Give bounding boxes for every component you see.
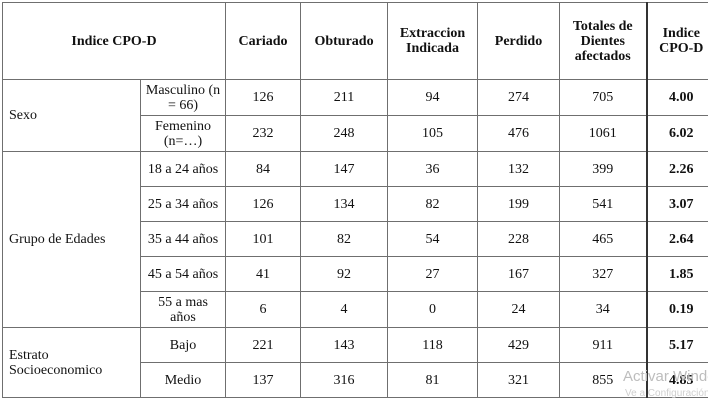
header-extraccion: Extraccion Indicada	[387, 2, 479, 80]
cell-totales: 399	[559, 151, 648, 187]
cell-perdido: 476	[477, 115, 561, 152]
table-row: 35 a 44 años 101 82 54 228 465 2.64	[3, 221, 708, 257]
table-row: Estrato Socioeconomico Bajo 221 143 118 …	[2, 327, 708, 398]
table-row: 55 a mas años 6 4 0 24 34 0.19	[3, 291, 708, 328]
cell-perdido: 321	[477, 362, 561, 398]
cell-perdido: 24	[477, 291, 561, 328]
cell-perdido: 167	[477, 256, 561, 292]
cell-obturado: 211	[300, 79, 389, 116]
row-sub-label: Femenino (n=…)	[139, 115, 227, 152]
row-sub-label: Masculino (n = 66)	[139, 79, 227, 116]
cell-extraccion: 118	[387, 327, 479, 363]
cell-totales: 855	[559, 362, 648, 398]
activation-watermark-subtext: Ve a Configuración	[625, 388, 708, 399]
cell-totales: 465	[559, 221, 648, 257]
row-sub-label: Bajo	[139, 327, 227, 363]
cell-cariado: 41	[225, 256, 302, 292]
cell-obturado: 316	[300, 362, 389, 398]
cell-cariado: 126	[225, 186, 302, 222]
cell-cariado: 221	[225, 327, 302, 363]
cell-cariado: 84	[225, 151, 302, 187]
cell-obturado: 82	[300, 221, 389, 257]
cell-totales: 1061	[559, 115, 648, 152]
cell-extraccion: 54	[387, 221, 479, 257]
cell-indice: 4.00	[645, 79, 708, 116]
cell-indice: 1.85	[645, 256, 708, 292]
cell-extraccion: 0	[387, 291, 479, 328]
cell-indice: 2.64	[645, 221, 708, 257]
cell-extraccion: 36	[387, 151, 479, 187]
row-sub-label: 45 a 54 años	[139, 256, 227, 292]
cell-indice: 6.02	[645, 115, 708, 152]
cell-obturado: 134	[300, 186, 389, 222]
table-row: Grupo de Edades 18 a 24 años 84 147 36 1…	[2, 151, 708, 328]
cell-indice: 3.07	[645, 186, 708, 222]
cell-obturado: 4	[300, 291, 389, 328]
table-row: Femenino (n=…) 232 248 105 476 1061 6.02	[3, 115, 708, 152]
header-indice: Indice CPO-D	[645, 2, 708, 80]
cell-obturado: 143	[300, 327, 389, 363]
cell-cariado: 6	[225, 291, 302, 328]
cell-indice: 2.26	[645, 151, 708, 187]
header-title: Indice CPO-D	[1, 2, 227, 80]
cell-perdido: 199	[477, 186, 561, 222]
cell-totales: 327	[559, 256, 648, 292]
row-sub-label: 35 a 44 años	[139, 221, 227, 257]
row-sub-label: 25 a 34 años	[139, 186, 227, 222]
cell-indice: 5.17	[645, 327, 708, 363]
cell-cariado: 137	[225, 362, 302, 398]
table-row: 45 a 54 años 41 92 27 167 327 1.85	[3, 256, 708, 292]
cell-perdido: 132	[477, 151, 561, 187]
cell-indice: 0.19	[645, 291, 708, 328]
cell-extraccion: 94	[387, 79, 479, 116]
cell-extraccion: 81	[387, 362, 479, 398]
header-row: Indice CPO-D Cariado Obturado Extraccion…	[1, 2, 708, 80]
header-cariado: Cariado	[225, 2, 302, 80]
cell-extraccion: 105	[387, 115, 479, 152]
cell-perdido: 274	[477, 79, 561, 116]
cell-extraccion: 27	[387, 256, 479, 292]
row-sub-label: 55 a mas años	[139, 291, 227, 328]
row-sub-label: 18 a 24 años	[139, 151, 227, 187]
cell-obturado: 147	[300, 151, 389, 187]
cell-totales: 34	[559, 291, 648, 328]
cell-cariado: 101	[225, 221, 302, 257]
cell-perdido: 228	[477, 221, 561, 257]
cell-totales: 911	[559, 327, 648, 363]
group-label-estrato: Estrato Socioeconomico	[2, 327, 141, 398]
cell-obturado: 92	[300, 256, 389, 292]
cell-obturado: 248	[300, 115, 389, 152]
group-label-edades: Grupo de Edades	[2, 151, 141, 328]
cell-cariado: 232	[225, 115, 302, 152]
table-row: 25 a 34 años 126 134 82 199 541 3.07	[3, 186, 708, 222]
cell-perdido: 429	[477, 327, 561, 363]
header-perdido: Perdido	[477, 2, 561, 80]
header-totales: Totales de Dientes afectados	[559, 2, 648, 80]
table-row: Medio 137 316 81 321 855 4.85	[3, 362, 708, 398]
header-obturado: Obturado	[300, 2, 389, 80]
cell-indice: 4.85	[645, 362, 708, 398]
cell-totales: 541	[559, 186, 648, 222]
table-row: Sexo Masculino (n = 66) 126 211 94 274 7…	[2, 79, 708, 152]
group-label-sexo: Sexo	[2, 79, 141, 152]
cell-totales: 705	[559, 79, 648, 116]
activation-watermark: Activar Windows	[623, 368, 708, 385]
cell-extraccion: 82	[387, 186, 479, 222]
row-sub-label: Medio	[139, 362, 227, 398]
cell-cariado: 126	[225, 79, 302, 116]
